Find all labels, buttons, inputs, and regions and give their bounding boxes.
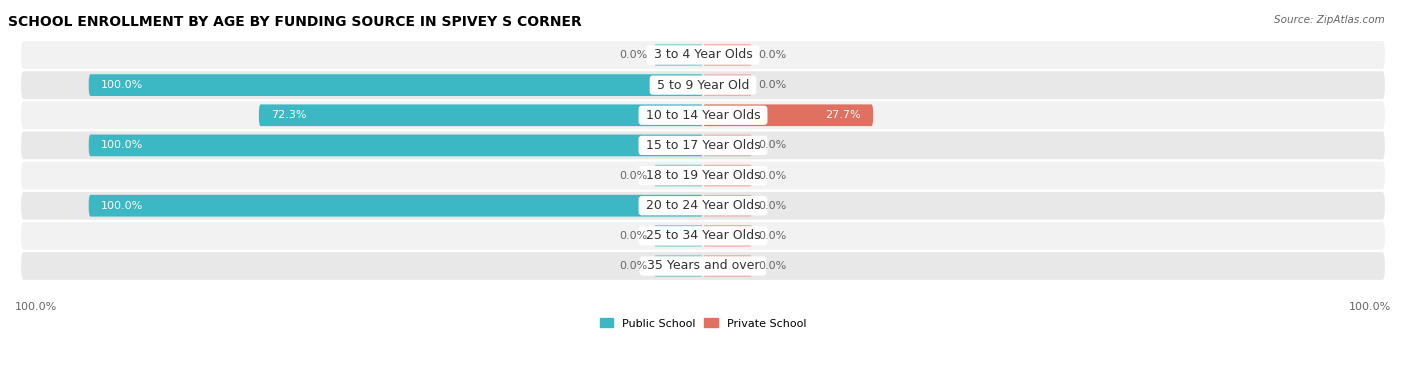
Text: 3 to 4 Year Olds: 3 to 4 Year Olds	[650, 49, 756, 61]
Text: 25 to 34 Year Olds: 25 to 34 Year Olds	[641, 229, 765, 242]
FancyBboxPatch shape	[21, 192, 1385, 219]
Text: 0.0%: 0.0%	[758, 50, 786, 60]
FancyBboxPatch shape	[21, 252, 1385, 280]
Text: 27.7%: 27.7%	[825, 110, 860, 120]
FancyBboxPatch shape	[654, 165, 703, 186]
FancyBboxPatch shape	[21, 222, 1385, 250]
FancyBboxPatch shape	[89, 195, 703, 216]
Text: 100.0%: 100.0%	[1348, 302, 1391, 312]
FancyBboxPatch shape	[654, 255, 703, 277]
FancyBboxPatch shape	[703, 135, 752, 156]
Text: 0.0%: 0.0%	[758, 80, 786, 90]
Text: 35 Years and over: 35 Years and over	[643, 259, 763, 273]
FancyBboxPatch shape	[259, 104, 703, 126]
Text: 20 to 24 Year Olds: 20 to 24 Year Olds	[641, 199, 765, 212]
Text: SCHOOL ENROLLMENT BY AGE BY FUNDING SOURCE IN SPIVEY S CORNER: SCHOOL ENROLLMENT BY AGE BY FUNDING SOUR…	[8, 15, 582, 29]
Text: 0.0%: 0.0%	[620, 261, 648, 271]
FancyBboxPatch shape	[21, 71, 1385, 99]
Text: 100.0%: 100.0%	[15, 302, 58, 312]
Text: 0.0%: 0.0%	[620, 50, 648, 60]
Legend: Public School, Private School: Public School, Private School	[600, 318, 806, 329]
FancyBboxPatch shape	[703, 165, 752, 186]
Text: 18 to 19 Year Olds: 18 to 19 Year Olds	[641, 169, 765, 182]
Text: 5 to 9 Year Old: 5 to 9 Year Old	[652, 79, 754, 92]
FancyBboxPatch shape	[654, 225, 703, 247]
Text: 0.0%: 0.0%	[758, 261, 786, 271]
FancyBboxPatch shape	[89, 74, 703, 96]
Text: 0.0%: 0.0%	[620, 170, 648, 181]
Text: 0.0%: 0.0%	[620, 231, 648, 241]
FancyBboxPatch shape	[21, 101, 1385, 129]
FancyBboxPatch shape	[703, 255, 752, 277]
FancyBboxPatch shape	[703, 44, 752, 66]
FancyBboxPatch shape	[703, 74, 752, 96]
Text: 100.0%: 100.0%	[101, 140, 143, 150]
Text: 0.0%: 0.0%	[758, 231, 786, 241]
Text: 15 to 17 Year Olds: 15 to 17 Year Olds	[641, 139, 765, 152]
Text: Source: ZipAtlas.com: Source: ZipAtlas.com	[1274, 15, 1385, 25]
Text: 0.0%: 0.0%	[758, 170, 786, 181]
Text: 100.0%: 100.0%	[101, 80, 143, 90]
FancyBboxPatch shape	[21, 41, 1385, 69]
FancyBboxPatch shape	[89, 135, 703, 156]
FancyBboxPatch shape	[703, 225, 752, 247]
FancyBboxPatch shape	[654, 44, 703, 66]
Text: 10 to 14 Year Olds: 10 to 14 Year Olds	[641, 109, 765, 122]
FancyBboxPatch shape	[21, 132, 1385, 159]
Text: 0.0%: 0.0%	[758, 140, 786, 150]
Text: 72.3%: 72.3%	[271, 110, 307, 120]
FancyBboxPatch shape	[703, 195, 752, 216]
Text: 0.0%: 0.0%	[758, 201, 786, 211]
FancyBboxPatch shape	[21, 162, 1385, 189]
FancyBboxPatch shape	[703, 104, 873, 126]
Text: 100.0%: 100.0%	[101, 201, 143, 211]
